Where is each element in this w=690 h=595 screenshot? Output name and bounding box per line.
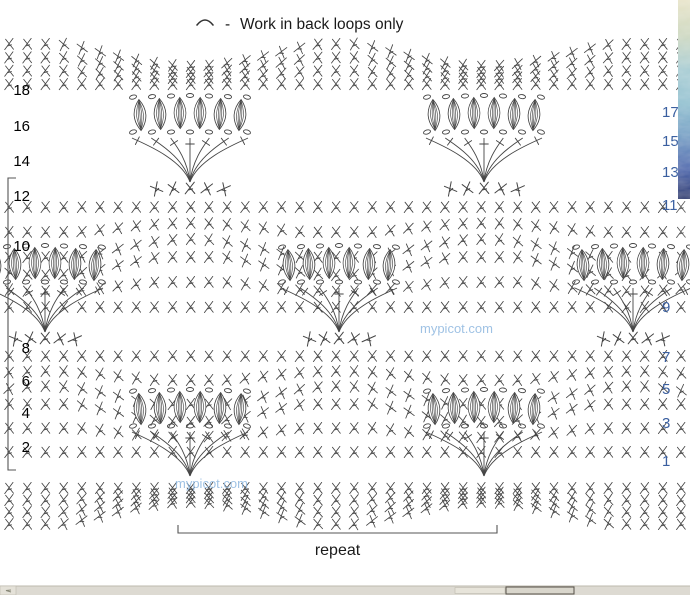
svg-text:6: 6 <box>22 373 30 390</box>
svg-text:9: 9 <box>662 299 670 316</box>
svg-text:3: 3 <box>662 415 670 432</box>
svg-text:10: 10 <box>13 238 30 255</box>
svg-text:8: 8 <box>22 340 30 357</box>
svg-text:12: 12 <box>13 188 30 205</box>
svg-text:mypicot.com: mypicot.com <box>175 476 248 491</box>
svg-text:2: 2 <box>22 439 30 456</box>
svg-text:5: 5 <box>662 381 670 398</box>
svg-text:4: 4 <box>22 405 30 422</box>
svg-text:13: 13 <box>662 164 679 181</box>
svg-text:7: 7 <box>662 349 670 366</box>
svg-text:1: 1 <box>662 453 670 470</box>
svg-text:repeat: repeat <box>315 542 361 559</box>
svg-text:15: 15 <box>662 133 679 150</box>
svg-text:Work in back loops only: Work in back loops only <box>240 16 404 33</box>
svg-text:18: 18 <box>13 82 30 99</box>
svg-text:14: 14 <box>13 153 30 170</box>
svg-text:17: 17 <box>662 104 679 121</box>
svg-text:-: - <box>225 16 230 33</box>
svg-text:mypicot.com: mypicot.com <box>420 321 493 336</box>
svg-text:11: 11 <box>662 197 678 214</box>
svg-text:16: 16 <box>13 118 30 135</box>
